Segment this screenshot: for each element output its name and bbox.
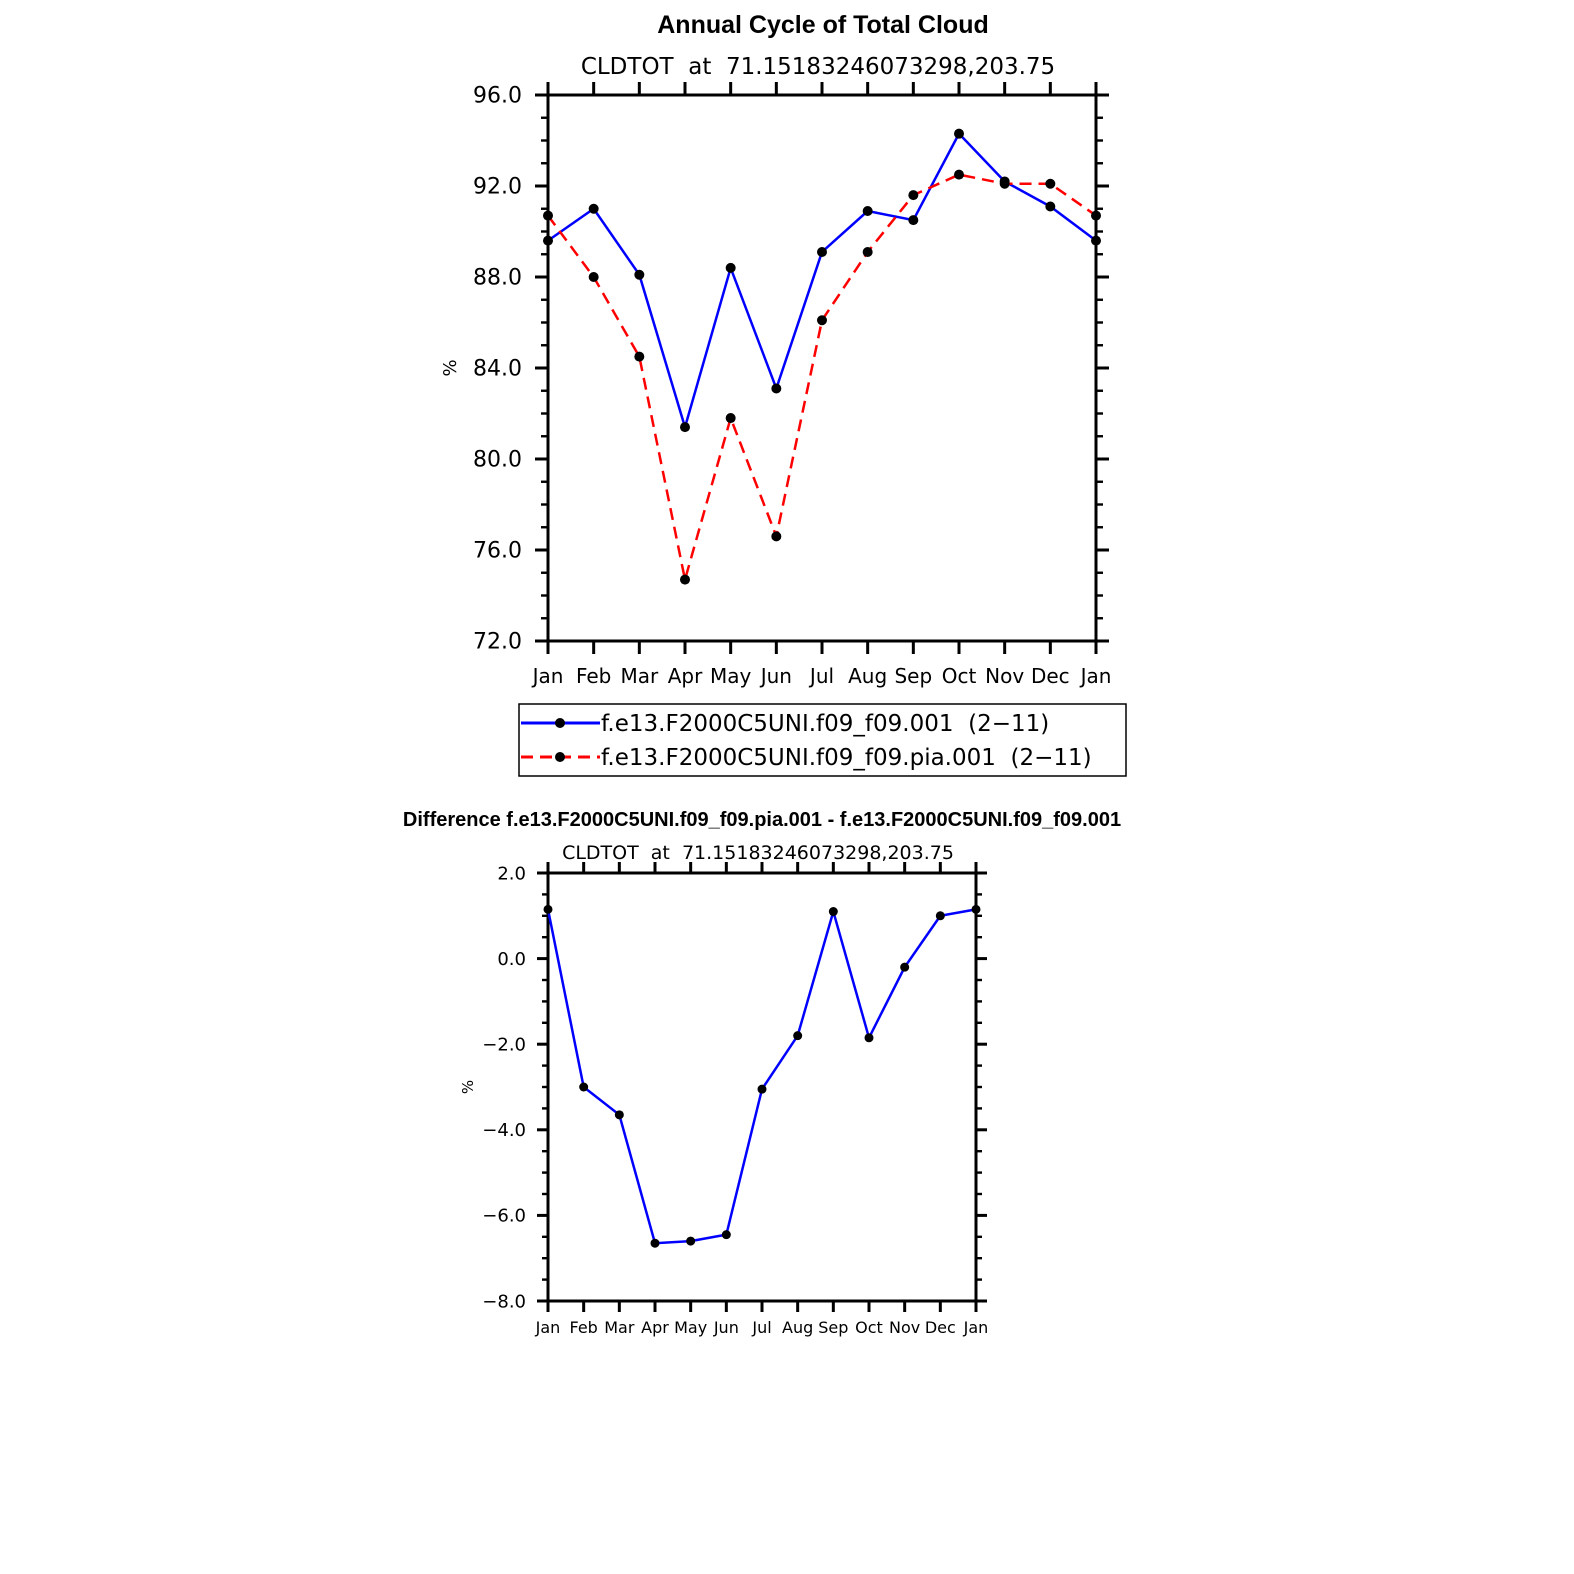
y-tick-label: 72.0 [473,630,522,655]
x-tick-label: Nov [985,664,1024,688]
difference-chart: Difference f.e13.F2000C5UNI.f09_f09.pia.… [403,809,1121,1337]
data-point [725,413,736,424]
data-point [862,206,873,217]
y-axis-label: % [459,1080,477,1094]
y-tick-label: 80.0 [473,448,522,473]
data-point [686,1236,696,1246]
data-point [935,911,945,921]
data-point [1045,178,1056,189]
data-point [680,574,690,585]
chart-title: Annual Cycle of Total Cloud [657,11,988,39]
x-tick-label: May [710,664,752,688]
legend-label-pia: f.e13.F2000C5UNI.f09_f09.pia.001 (2−11) [601,745,1092,771]
data-point [908,190,919,201]
data-point [543,210,553,221]
y-tick-label: 96.0 [473,84,522,109]
data-point [588,203,599,214]
chart-subtitle: CLDTOT at 71.15183246073298,203.75 [562,842,954,864]
legend-label-control: f.e13.F2000C5UNI.f09_f09.001 (2−11) [601,711,1049,737]
data-point [1091,235,1101,246]
x-tick-label: Mar [604,1318,635,1337]
x-tick-label: Aug [848,664,887,688]
legend-box [518,703,1127,777]
data-point [614,1110,624,1120]
data-point [757,1084,767,1094]
y-tick-label: −6.0 [482,1206,526,1227]
data-point [999,178,1010,189]
x-tick-label: Jan [531,664,564,688]
y-tick-label: 76.0 [473,539,522,564]
x-tick-label: Jan [535,1318,561,1337]
y-tick-label: 92.0 [473,175,522,200]
legend: f.e13.F2000C5UNI.f09_f09.001 (2−11) f.e1… [518,703,1127,777]
data-point [543,235,553,246]
x-tick-label: Jun [713,1318,739,1337]
x-tick-label: Jun [759,664,792,688]
data-point [725,262,736,273]
x-tick-label: Mar [620,664,659,688]
x-tick-label: Sep [818,1318,848,1337]
series-line-0 [547,131,1097,432]
series-line-0 [546,906,977,1245]
data-point [771,531,782,542]
data-point [543,904,553,914]
y-axis-label: % [440,359,461,376]
data-point [862,246,873,257]
data-point [650,1238,660,1248]
data-point [828,907,838,917]
data-point [954,169,964,180]
legend-marker-pia [555,752,565,762]
x-tick-label: May [674,1318,707,1337]
data-point [817,246,827,257]
data-point [680,422,690,433]
data-point [721,1230,731,1240]
data-point [793,1031,803,1041]
x-tick-label: Jan [963,1318,989,1337]
data-point [864,1033,874,1043]
y-tick-label: 2.0 [497,863,526,884]
y-tick-label: 88.0 [473,266,522,291]
data-point [908,215,919,226]
y-tick-label: −4.0 [482,1120,526,1141]
y-tick-label: −8.0 [482,1291,526,1312]
data-point [817,315,827,326]
x-tick-label: Apr [668,664,703,688]
data-point [1091,210,1101,221]
x-tick-label: Aug [782,1318,813,1337]
data-point [954,128,964,139]
x-tick-label: Sep [894,664,932,688]
x-tick-label: Dec [925,1318,956,1337]
x-tick-label: Dec [1031,664,1070,688]
x-tick-label: Apr [641,1318,669,1337]
x-tick-label: Feb [576,664,611,688]
annual-cycle-chart: Annual Cycle of Total Cloud CLDTOT at 71… [440,11,1127,777]
data-point [971,904,981,914]
chart-subtitle: CLDTOT at 71.15183246073298,203.75 [581,54,1055,80]
data-point [634,351,645,362]
data-point [900,962,910,972]
x-tick-label: Oct [855,1318,883,1337]
data-point [634,269,645,280]
x-tick-label: Oct [942,664,977,688]
data-point [579,1082,589,1092]
x-tick-label: Jan [1079,664,1112,688]
data-point [588,272,599,282]
chart-title: Difference f.e13.F2000C5UNI.f09_f09.pia.… [403,809,1121,831]
x-tick-label: Nov [889,1318,920,1337]
x-tick-label: Jul [751,1318,771,1337]
x-tick-label: Feb [570,1318,598,1337]
legend-marker-control [555,718,565,728]
y-tick-label: 84.0 [473,357,522,382]
series-line-1 [546,173,1097,580]
plot-frame [546,93,1098,643]
data-point [771,383,782,394]
y-tick-label: −2.0 [482,1035,526,1056]
y-tick-label: 0.0 [497,949,526,970]
x-tick-label: Jul [808,664,834,688]
data-point [1045,201,1056,212]
